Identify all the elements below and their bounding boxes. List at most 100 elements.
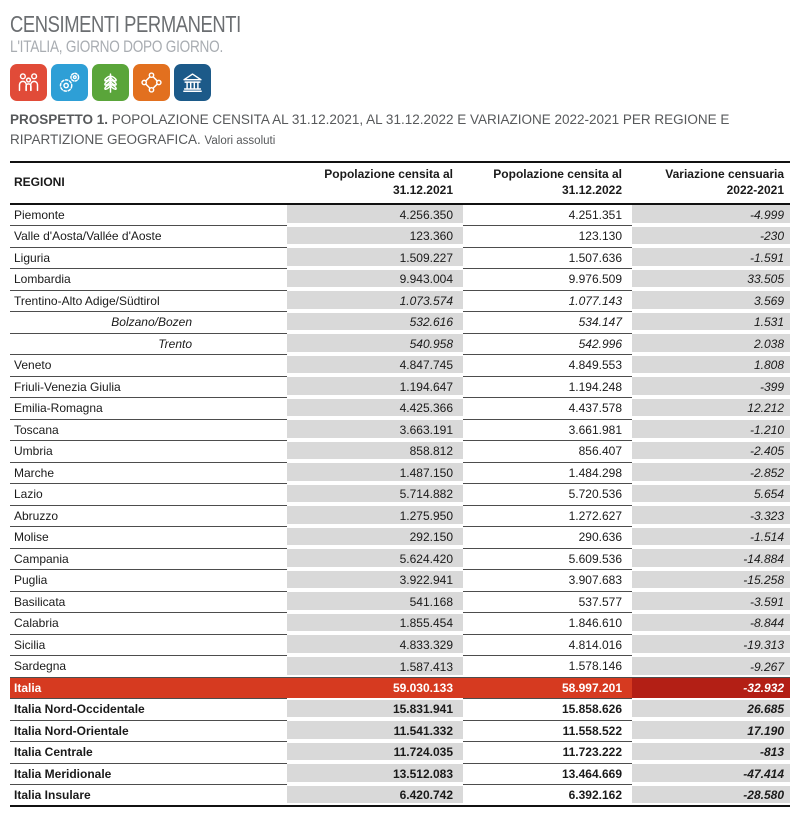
- logo: CENSIMENTI PERMANENTI L'ITALIA, GIORNO D…: [10, 12, 299, 102]
- table-row: Italia Nord-Occidentale 15.831.941 15.858.…: [10, 698, 790, 721]
- agriculture-census-icon: [92, 64, 129, 102]
- table-row: Calabria 1.855.454 1.846.610 -8.844: [10, 612, 790, 635]
- pop-2021-cell: 858.812: [287, 440, 463, 463]
- pop-2021-cell: 3.663.191: [287, 419, 463, 441]
- pop-2022-cell: 4.849.553: [463, 354, 632, 377]
- pop-2021-cell: 1.509.227: [287, 247, 463, 269]
- variation-cell: -3.591: [632, 591, 790, 613]
- pop-2022-cell: 1.194.248: [463, 376, 632, 398]
- table-row: Molise 292.150 290.636 -1.514: [10, 526, 790, 549]
- pop-2021-cell: 1.487.150: [287, 462, 463, 484]
- variation-cell: -32.932: [632, 677, 790, 699]
- variation-cell: -28.580: [632, 784, 790, 807]
- variation-cell: -399: [632, 376, 790, 398]
- region-name-cell: Basilicata: [10, 591, 287, 613]
- region-name-cell: Trento: [10, 333, 287, 355]
- pop-2021-cell: 1.194.647: [287, 376, 463, 398]
- region-name-cell: Sardegna: [10, 655, 287, 678]
- table-row: Italia Insulare 6.420.742 6.392.162 -28.580: [10, 784, 790, 807]
- table-row: Marche 1.487.150 1.484.298 -2.852: [10, 462, 790, 484]
- variation-cell: 3.569: [632, 290, 790, 312]
- pop-2021-cell: 15.831.941: [287, 698, 463, 721]
- pop-2022-cell: 5.720.536: [463, 483, 632, 506]
- logo-icons-row: [10, 64, 299, 102]
- variation-cell: -15.258: [632, 569, 790, 592]
- table-row: Italia Meridionale 13.512.083 13.464.669 -4…: [10, 763, 790, 785]
- region-name-cell: Calabria: [10, 612, 287, 635]
- region-name-cell: Bolzano/Bozen: [10, 311, 287, 334]
- pop-2021-cell: 3.922.941: [287, 569, 463, 592]
- pop-2022-cell: 537.577: [463, 591, 632, 613]
- report-title-text: POPOLAZIONE CENSITA AL 31.12.2021, AL 31…: [10, 112, 730, 148]
- pop-2022-cell: 4.437.578: [463, 397, 632, 420]
- table-row: Sicilia 4.833.329 4.814.016 -19.313: [10, 634, 790, 656]
- census-table: REGIONI Popolazione censita al 31.12.202…: [10, 161, 790, 807]
- pop-2022-cell: 11.558.522: [463, 720, 632, 742]
- pop-2022-cell: 4.251.351: [463, 204, 632, 226]
- table-row: Basilicata 541.168 537.577 -3.591: [10, 591, 790, 613]
- pop-2022-cell: 1.846.610: [463, 612, 632, 635]
- pop-2022-cell: 13.464.669: [463, 763, 632, 785]
- region-name-cell: Italia Nord-Occidentale: [10, 698, 287, 721]
- table-row: Italia 59.030.133 58.997.201 -32.932: [10, 677, 790, 699]
- variation-cell: 5.654: [632, 483, 790, 506]
- pop-2022-cell: 290.636: [463, 526, 632, 549]
- table-row: Valle d'Aosta/Vallée d'Aoste 123.360 123.1…: [10, 225, 790, 248]
- pop-2021-cell: 11.724.035: [287, 741, 463, 764]
- table-row: Liguria 1.509.227 1.507.636 -1.591: [10, 247, 790, 269]
- variation-cell: 12.212: [632, 397, 790, 420]
- variation-cell: 2.038: [632, 333, 790, 355]
- region-name-cell: Trentino-Alto Adige/Südtirol: [10, 290, 287, 312]
- table-row: Lazio 5.714.882 5.720.536 5.654: [10, 483, 790, 506]
- variation-cell: 17.190: [632, 720, 790, 742]
- table-row: Abruzzo 1.275.950 1.272.627 -3.323: [10, 505, 790, 527]
- pop-2021-cell: 5.624.420: [287, 548, 463, 570]
- variation-cell: -4.999: [632, 204, 790, 226]
- pop-2022-cell: 1.578.146: [463, 655, 632, 678]
- pop-2022-cell: 6.392.162: [463, 784, 632, 807]
- variation-cell: -3.323: [632, 505, 790, 527]
- variation-cell: -19.313: [632, 634, 790, 656]
- pop-2021-cell: 13.512.083: [287, 763, 463, 785]
- pop-2021-cell: 4.833.329: [287, 634, 463, 656]
- pop-2021-cell: 541.168: [287, 591, 463, 613]
- pop-2022-cell: 1.484.298: [463, 462, 632, 484]
- pop-2021-cell: 123.360: [287, 225, 463, 248]
- pop-2022-cell: 58.997.201: [463, 677, 632, 699]
- report-title-note: Valori assoluti: [204, 135, 276, 148]
- pop-2022-cell: 4.814.016: [463, 634, 632, 656]
- region-name-cell: Molise: [10, 526, 287, 549]
- variation-cell: -1.514: [632, 526, 790, 549]
- pop-2021-cell: 292.150: [287, 526, 463, 549]
- variation-cell: -1.591: [632, 247, 790, 269]
- variation-cell: -1.210: [632, 419, 790, 441]
- pop-2021-cell: 4.847.745: [287, 354, 463, 377]
- variation-cell: 1.808: [632, 354, 790, 377]
- pop-2021-cell: 1.275.950: [287, 505, 463, 527]
- region-name-cell: Italia Meridionale: [10, 763, 287, 785]
- table-row: Veneto 4.847.745 4.849.553 1.808: [10, 354, 790, 377]
- region-name-cell: Emilia-Romagna: [10, 397, 287, 420]
- pop-2022-cell: 9.976.509: [463, 268, 632, 291]
- region-name-cell: Toscana: [10, 419, 287, 441]
- pop-2021-cell: 4.256.350: [287, 204, 463, 226]
- header-pop-2022: Popolazione censita al 31.12.2022: [463, 161, 632, 205]
- region-name-cell: Abruzzo: [10, 505, 287, 527]
- pop-2022-cell: 542.996: [463, 333, 632, 355]
- table-row: Puglia 3.922.941 3.907.683 -15.258: [10, 569, 790, 592]
- public-institutions-census-icon: [174, 64, 211, 102]
- region-name-cell: Italia: [10, 677, 287, 699]
- pop-2021-cell: 11.541.332: [287, 720, 463, 742]
- variation-cell: -230: [632, 225, 790, 248]
- report-title: PROSPETTO 1. POPOLAZIONE CENSITA AL 31.1…: [10, 110, 792, 151]
- table-row: Emilia-Romagna 4.425.366 4.437.578 12.212: [10, 397, 790, 420]
- pop-2022-cell: 15.858.626: [463, 698, 632, 721]
- pop-2022-cell: 1.507.636: [463, 247, 632, 269]
- pop-2022-cell: 1.077.143: [463, 290, 632, 312]
- table-row: Sardegna 1.587.413 1.578.146 -9.267: [10, 655, 790, 678]
- pop-2022-cell: 11.723.222: [463, 741, 632, 764]
- variation-cell: -2.405: [632, 440, 790, 463]
- pop-2022-cell: 856.407: [463, 440, 632, 463]
- pop-2021-cell: 59.030.133: [287, 677, 463, 699]
